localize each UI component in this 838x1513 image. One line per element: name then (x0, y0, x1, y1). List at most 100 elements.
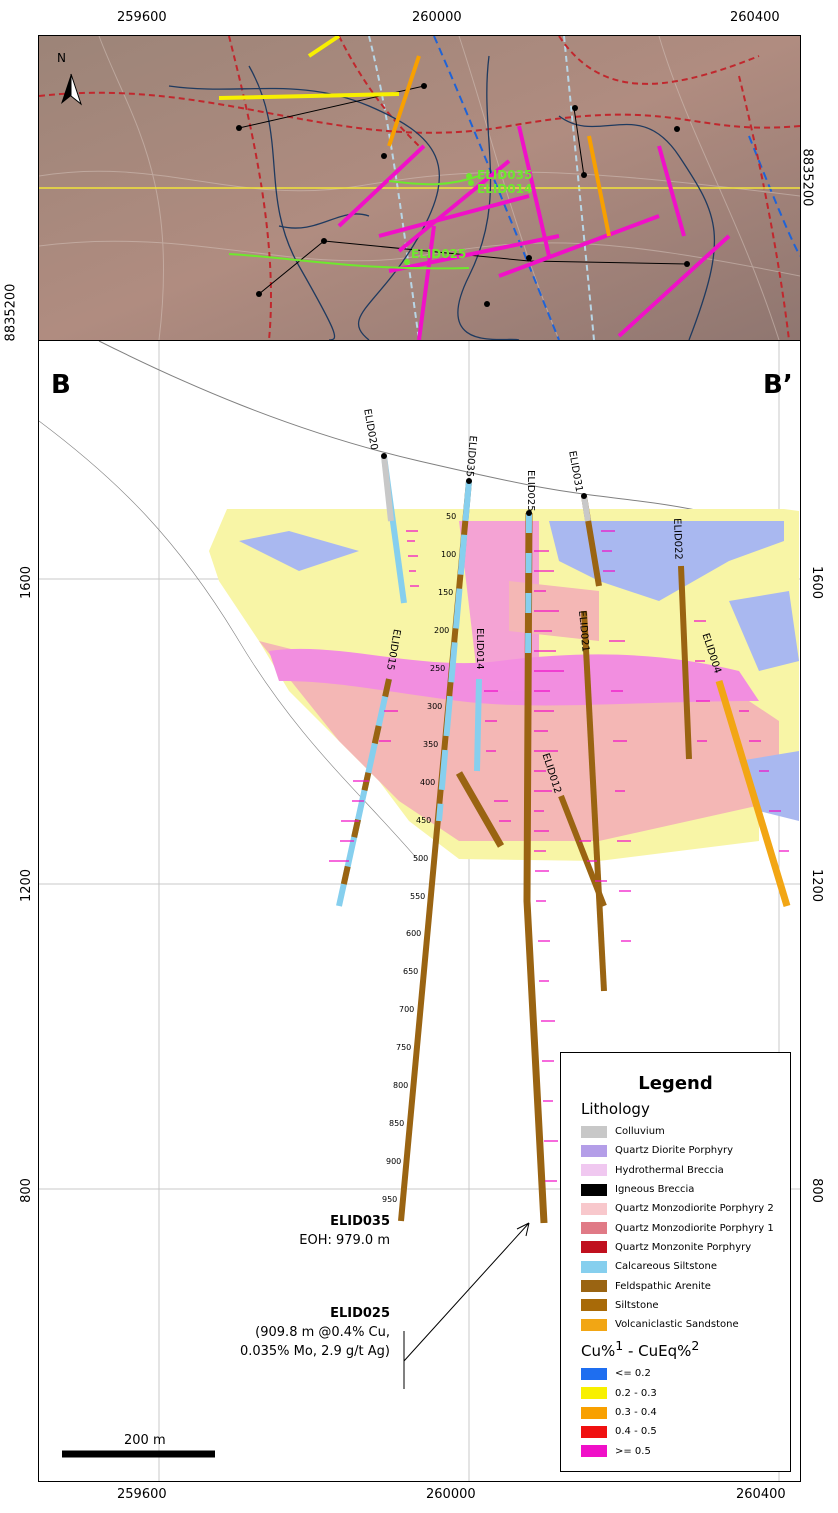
grade-sup-2: 2 (691, 1338, 700, 1354)
y-coord-top-left: 8835200 (3, 283, 19, 342)
depth-350: 350 (423, 740, 439, 749)
plan-map: ELID035 ELID014 ELID025 N (38, 35, 801, 341)
grade-label: 0.4 - 0.5 (615, 1426, 657, 1438)
depth-200: 200 (434, 626, 450, 635)
lithology-row: Igneous Breccia (581, 1180, 790, 1199)
callout-elid035-text: EOH: 979.0 m (299, 1233, 390, 1248)
lithology-label: Quartz Monzodiorite Porphyry 1 (615, 1222, 774, 1234)
lithology-row: Quartz Monzodiorite Porphyry 2 (581, 1199, 790, 1218)
y-coord-top-right: 8835200 (799, 148, 815, 207)
callout-elid035: ELID035 EOH: 979.0 m (299, 1212, 390, 1250)
grade-swatch (581, 1406, 607, 1419)
lithology-label: Siltstone (615, 1299, 659, 1311)
callout-elid025: ELID025 (909.8 m @0.4% Cu, 0.035% Mo, 2.… (240, 1304, 390, 1361)
grade-label: <= 0.2 (615, 1368, 651, 1380)
callout-elid035-name: ELID035 (330, 1214, 390, 1229)
depth-450: 450 (416, 816, 432, 825)
y-coord-right-1600: 1600 (809, 565, 825, 600)
drill-traces-plan (218, 36, 731, 340)
lithology-list: Colluvium Quartz Diorite Porphyry Hydrothe… (561, 1122, 790, 1334)
grade-title-cu: Cu% (581, 1342, 616, 1361)
grade-label: >= 0.5 (615, 1445, 651, 1457)
dashed-blue-fault (433, 36, 560, 340)
y-coord-right-1200: 1200 (809, 868, 825, 903)
callout-elid025-line2: 0.035% Mo, 2.9 g/t Ag) (239, 1344, 390, 1359)
dashed-light-blue-line-2 (563, 36, 595, 340)
depth-600: 600 (406, 929, 422, 938)
grade-row: 0.2 - 0.3 (581, 1384, 790, 1403)
grade-shell (209, 509, 799, 861)
road-traces (168, 55, 716, 340)
lithology-row: Volcaniclastic Sandstone (581, 1315, 790, 1334)
grade-row: <= 0.2 (581, 1364, 790, 1383)
depth-700: 700 (399, 1005, 415, 1014)
scale-bar-label: 200 m (124, 1433, 166, 1448)
hole-label-elid025: ELID025 (525, 470, 536, 512)
lithology-label: Quartz Monzodiorite Porphyry 2 (615, 1203, 774, 1215)
lithology-swatch (581, 1164, 607, 1177)
x-coord-bottom-3: 260400 (736, 1487, 786, 1502)
callout-arrow (403, 1222, 530, 1389)
lithology-row: Calcareous Siltstone (581, 1257, 790, 1276)
y-coord-left-1200: 1200 (19, 868, 35, 903)
depth-150: 150 (438, 588, 454, 597)
depth-650: 650 (403, 967, 419, 976)
grade-sup-1: 1 (615, 1338, 624, 1354)
grade-swatch (581, 1445, 607, 1458)
highlight-points (404, 173, 474, 265)
lithology-swatch (581, 1125, 607, 1138)
lithology-label: Quartz Diorite Porphyry (615, 1145, 734, 1157)
hole-label-elid022: ELID022 (671, 518, 684, 560)
collar-points (236, 83, 690, 307)
depth-400: 400 (420, 778, 436, 787)
depth-800: 800 (393, 1081, 409, 1090)
lithology-swatch (581, 1222, 607, 1235)
lithology-row: Hydrothermal Breccia (581, 1161, 790, 1180)
depth-250: 250 (430, 664, 446, 673)
lithology-swatch (581, 1183, 607, 1196)
lithology-swatch (581, 1202, 607, 1215)
assay-bars (329, 530, 789, 1182)
plan-label-elid014: ELID014 (477, 182, 532, 196)
lithology-row: Quartz Diorite Porphyry (581, 1141, 790, 1160)
grade-row: 0.4 - 0.5 (581, 1422, 790, 1441)
grade-swatch (581, 1387, 607, 1400)
depth-500: 500 (413, 854, 429, 863)
lithology-label: Feldspathic Arenite (615, 1280, 711, 1292)
depth-900: 900 (386, 1157, 402, 1166)
callout-elid025-line1: (909.8 m @0.4% Cu, (255, 1325, 390, 1340)
north-arrow-icon: N (57, 51, 83, 106)
lithology-label: Volcaniclastic Sandstone (615, 1319, 739, 1331)
grade-label: 0.2 - 0.3 (615, 1387, 657, 1399)
north-label: N (57, 51, 66, 65)
lithology-label: Calcareous Siltstone (615, 1261, 717, 1273)
grade-label: 0.3 - 0.4 (615, 1407, 657, 1418)
legend: Legend Lithology Colluvium Quartz Diorite… (560, 1052, 791, 1472)
section-svg: B B’ 200 m (39, 341, 800, 1481)
grade-row: >= 0.5 (581, 1441, 790, 1460)
plan-label-elid035: ELID035 (477, 168, 532, 182)
plan-label-elid025: ELID025 (411, 247, 466, 261)
lithology-row: Siltstone (581, 1296, 790, 1315)
depth-950: 950 (382, 1195, 398, 1204)
plan-map-svg: ELID035 ELID014 ELID025 N (39, 36, 800, 340)
legend-title: Legend (638, 1073, 713, 1094)
x-coord-bottom-2: 260000 (426, 1487, 476, 1502)
lithology-swatch (581, 1280, 607, 1293)
grade-swatch (581, 1425, 607, 1438)
lithology-label: Hydrothermal Breccia (615, 1164, 724, 1176)
x-coord-top-3: 260400 (730, 10, 780, 25)
legend-lithology-title: Lithology (581, 1100, 650, 1118)
y-coord-right-800: 800 (808, 1178, 824, 1203)
y-coord-left-1600: 1600 (19, 565, 35, 600)
lithology-swatch (581, 1241, 607, 1254)
hole-label-elid014: ELID014 (474, 628, 485, 670)
section-end-label: B’ (763, 370, 793, 400)
lithology-row: Quartz Monzodiorite Porphyry 1 (581, 1218, 790, 1237)
grade-list: <= 0.2 0.2 - 0.3 0.3 - 0.4 0.4 - 0.5 >= 0.5 (561, 1364, 790, 1460)
x-coord-bottom-1: 259600 (117, 1487, 167, 1502)
lithology-row: Colluvium (581, 1122, 790, 1141)
depth-550: 550 (410, 892, 426, 901)
legend-grade-title: Cu%1 - CuEq%2 (581, 1338, 790, 1360)
depth-100: 100 (441, 550, 457, 559)
